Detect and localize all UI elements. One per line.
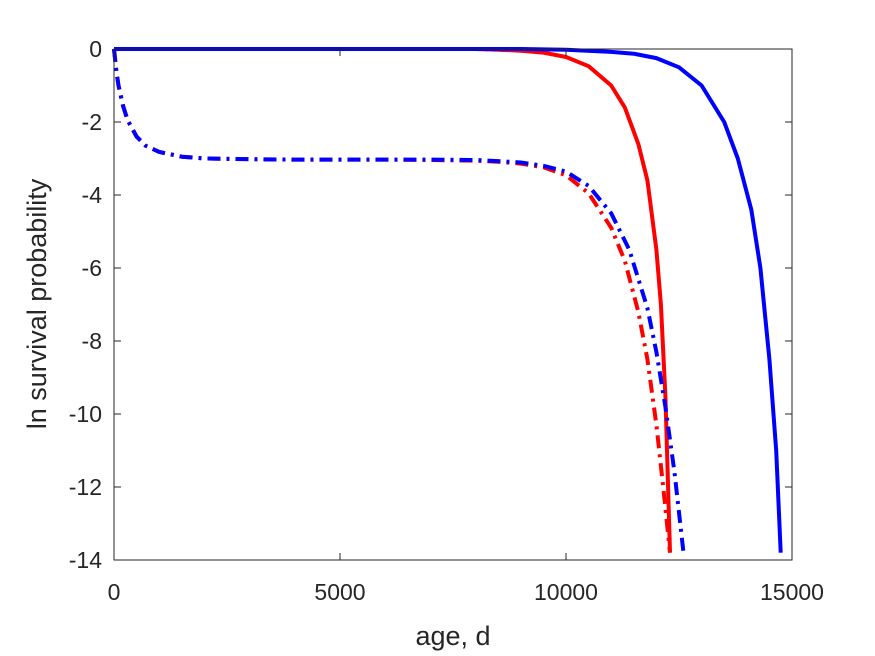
y-tick-label: -8: [82, 328, 102, 354]
x-tick-label: 5000: [314, 579, 365, 605]
series-line-4-dashdot: [112, 48, 686, 553]
x-tick-label: 0: [108, 579, 121, 605]
y-tick-label: -2: [82, 109, 102, 135]
y-tick-label: -14: [69, 547, 102, 573]
y-tick-label: 0: [89, 36, 102, 62]
x-tick-label: 15000: [760, 579, 824, 605]
x-tick-label: 10000: [534, 579, 598, 605]
y-tick-label: -4: [82, 182, 103, 208]
plot-background: [114, 49, 792, 560]
y-axis-title: ln survival probability: [22, 178, 52, 429]
axes-layer: [113, 48, 793, 561]
y-tick-labels: 0 -2 -4 -6 -8 -10 -12 -14: [69, 36, 102, 573]
x-axis-title: age, d: [415, 621, 490, 651]
axes-box: [113, 48, 793, 561]
y-tick-label: -12: [69, 474, 102, 500]
y-tick-label: -10: [69, 401, 102, 427]
y-tick-label: -6: [82, 255, 102, 281]
x-tick-labels: 0 5000 10000 15000: [108, 579, 824, 605]
